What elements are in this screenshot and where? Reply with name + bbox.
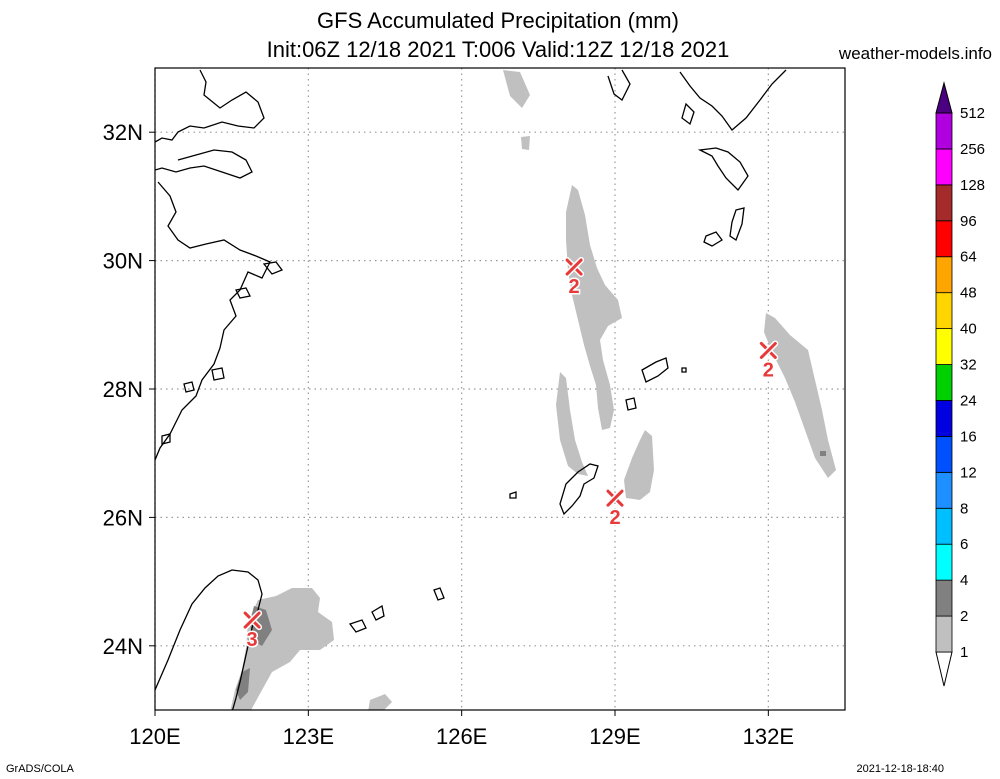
colorbar-top-triangle [935,81,953,114]
tick-label-lat: 24N [103,634,143,659]
coastline-zhoushan-islands [161,261,284,445]
tick-label-lat: 32N [103,120,143,145]
colorbar-label: 6 [960,536,968,553]
precip-area-north-strip [503,70,530,108]
colorbar-box [935,543,953,581]
precip-area-daito [764,313,836,478]
precip-maxima: 2 2 2 3 [242,257,779,653]
precip-area-okinawa [624,430,654,500]
colorbar-bottom-triangle [935,651,953,687]
colorbar-box [935,328,953,365]
precip-area-north-dot [521,136,530,150]
colorbar-label: 8 [960,500,968,517]
colorbar-label: 512 [960,105,985,122]
precip-area-east-china-sea [566,185,622,430]
tick-label-lat: 30N [103,249,143,274]
colorbar-label: 4 [960,572,968,589]
coastline-amami [625,357,687,411]
coastlines [155,69,787,710]
tick-label-lon: 129E [589,724,640,749]
maximum-value: 2 [609,507,620,529]
colorbar-box [935,292,953,329]
maximum-x-icon [606,489,624,507]
precip-core-daito [820,451,826,456]
colorbar-label: 256 [960,141,985,158]
colorbar-box [935,435,953,473]
coastline-china [155,69,271,461]
coastline-sakishima [348,587,445,633]
maximum-x-icon [243,611,261,629]
colorbar-label: 12 [960,464,977,481]
software-credit: GrADS/COLA [6,763,74,775]
colorbar-box [935,471,953,509]
colorbar-box [935,400,953,437]
colorbar-label: 16 [960,428,977,445]
colorbar-box [935,220,953,258]
tick-label-lon: 132E [743,724,794,749]
maximum-x-icon [759,341,777,359]
colorbar-label: 40 [960,321,977,338]
maximum-marker: 2 [564,257,585,300]
tick-label-lat: 28N [103,377,143,402]
precip-area-west-band [556,372,588,476]
maximum-marker: 2 [758,340,779,383]
axis-ticks: 120E 123E 126E 129E 132E 24N 26N 28N 30N 32N [103,120,794,749]
coastline-okinawa [509,463,599,516]
precip-core-taiwan-south [236,668,250,700]
colorbar-label: 32 [960,357,977,374]
colorbar-label: 96 [960,213,977,230]
maximum-value: 3 [247,629,258,651]
colorbar-box [935,184,953,222]
maximum-value: 2 [569,276,580,298]
colorbar-box [935,364,953,401]
colorbar-box [935,148,953,186]
colorbar-label: 2 [960,608,968,625]
maximum-marker: 3 [242,610,263,653]
maximum-x-icon [565,258,583,276]
tick-label-lon: 123E [283,724,334,749]
source-site: weather-models.info [838,44,992,63]
colorbar-box [935,256,953,294]
tick-label-lon: 120E [129,724,180,749]
precip-area-taiwan-south [368,694,392,710]
tick-label-lat: 26N [103,505,143,530]
maximum-marker: 2 [605,488,625,531]
colorbar-label: 48 [960,285,977,302]
colorbar-label: 64 [960,249,977,266]
colorbar-label: 1 [960,644,968,661]
colorbar-box [935,579,953,617]
colorbar-box [935,507,953,545]
coastline-japan-kyushu [607,69,787,192]
colorbar-label: 128 [960,177,985,194]
coastline-tanegashima [703,207,745,247]
render-timestamp: 2021-12-18-18:40 [856,763,944,775]
chart-title: GFS Accumulated Precipitation (mm) [317,8,679,33]
coastline-taiwan [155,569,263,710]
maximum-value: 2 [763,359,774,381]
colorbar-label: 24 [960,392,977,409]
chart-subtitle: Init:06Z 12/18 2021 T:006 Valid:12Z 12/1… [266,37,730,62]
colorbar-box [935,112,953,150]
colorbar-box [935,615,953,653]
tick-label-lon: 126E [436,724,487,749]
